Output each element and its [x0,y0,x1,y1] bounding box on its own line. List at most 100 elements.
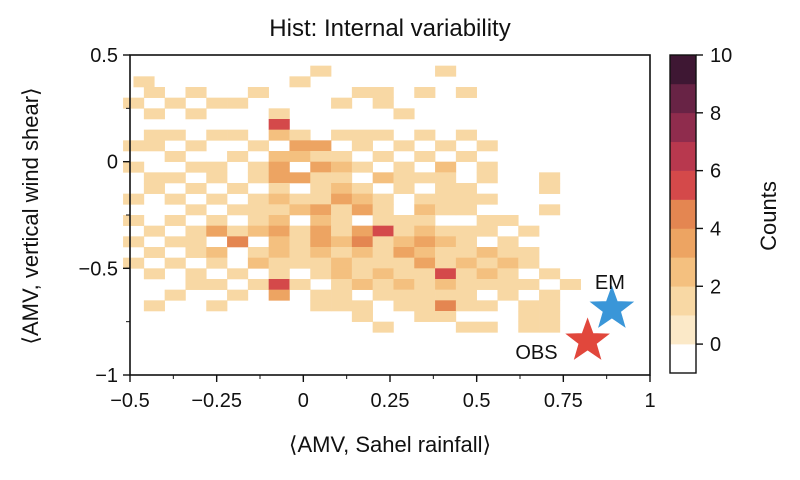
heatmap-bin [268,257,290,269]
heatmap-bin [310,300,332,312]
heatmap-bin [393,215,415,226]
heatmap-bin [435,279,457,290]
colorbar-segment [670,344,696,374]
heatmap-bin [289,151,311,162]
heatmap-bin [414,172,436,184]
heatmap-bin [206,172,228,184]
heatmap-bin [310,172,332,184]
heatmap-bin [268,215,290,226]
heatmap-bin [331,225,353,237]
x-tick-label: −0.5 [110,390,149,412]
heatmap-bin [393,172,415,184]
heatmap-bin [435,300,457,312]
heatmap-bin [372,268,394,280]
em-marker-label: EM [595,272,625,294]
heatmap-bin [435,193,457,205]
heatmap-bin [206,161,228,173]
heatmap-bin [435,225,457,237]
heatmap-bin [351,225,373,237]
heatmap-bin [455,129,477,141]
heatmap-bin [372,247,394,258]
x-tick-label: −0.25 [191,390,242,412]
heatmap-bin [268,204,290,216]
em-star-icon [589,285,635,328]
heatmap-bin [164,172,186,184]
heatmap-bin [372,172,394,184]
heatmap-bin [227,225,249,237]
heatmap-bin [143,268,165,280]
heatmap-bin [289,247,311,258]
obs-marker-label: OBS [515,342,557,364]
heatmap-bin [227,183,249,194]
heatmap-bin [497,289,519,301]
colorbar-tick-label: 8 [710,103,721,125]
colorbar-segment [670,55,696,85]
heatmap-bin [206,97,228,109]
heatmap-bin [393,247,415,258]
heatmap-bin [455,225,477,237]
heatmap-bin [497,268,519,280]
heatmap-bin [372,151,394,162]
x-tick-label: 0.75 [544,390,583,412]
heatmap-bin [497,247,519,258]
y-tick-label: −0.5 [79,258,118,280]
heatmap-bin [351,140,373,152]
y-tick-label: 0.5 [90,45,118,67]
heatmap-bin [185,87,207,98]
heatmap-bin [331,151,353,162]
heatmap-bin [310,140,332,152]
heatmap-bin [310,289,332,301]
heatmap-bin [123,97,145,109]
colorbar-segment [670,315,696,345]
heatmap-bin [539,311,561,322]
heatmap-bin [268,247,290,258]
heatmap-bin [414,129,436,141]
heatmap-bin [247,257,269,269]
heatmap-bin [518,257,540,269]
heatmap-bin [372,129,394,141]
heatmap-bin [247,140,269,152]
heatmap-bin [185,140,207,152]
heatmap-bin [331,236,353,248]
colorbar-segment [670,112,696,143]
heatmap-bin [206,247,228,258]
heatmap-bin [455,87,477,98]
heatmap-bin [435,236,457,248]
x-tick-label: 1 [644,390,655,412]
heatmap-bin [393,300,415,312]
heatmap-bin [393,236,415,248]
heatmap-bin [185,183,207,194]
heatmap-bin [123,257,145,269]
heatmap-bin [331,204,353,216]
heatmap-bin [143,87,165,98]
heatmap-bin [164,151,186,162]
x-axis-title: ⟨AMV, Sahel rainfall⟩ [289,432,491,457]
heatmap-bin [393,289,415,301]
heatmap-bin [414,300,436,312]
heatmap-bin [331,300,353,312]
heatmap-bin [435,204,457,216]
heatmap-bin [372,289,394,301]
heatmap-bin [164,97,186,109]
heatmap-bin [164,193,186,205]
heatmap-bin [247,193,269,205]
heatmap-bin [455,193,477,205]
heatmap-bin [247,225,269,237]
heatmap-bin [476,161,498,173]
heatmap-bin [372,321,394,333]
heatmap-bin [143,140,165,152]
heatmap-bin [268,289,290,301]
colorbar-segment [670,228,696,258]
y-axis-ticks: −1 −0.5 0 0.5 [79,45,130,387]
heatmap-bin [351,193,373,205]
heatmap-bin [268,193,290,205]
heatmap-bin [393,161,415,173]
heatmap-bin [227,151,249,162]
heatmap-bin [372,215,394,226]
heatmap-bin [289,236,311,248]
heatmap-bin [268,183,290,194]
heatmap-bin [247,247,269,258]
heatmap-bin [289,140,311,152]
colorbar-tick-label: 10 [710,45,732,67]
